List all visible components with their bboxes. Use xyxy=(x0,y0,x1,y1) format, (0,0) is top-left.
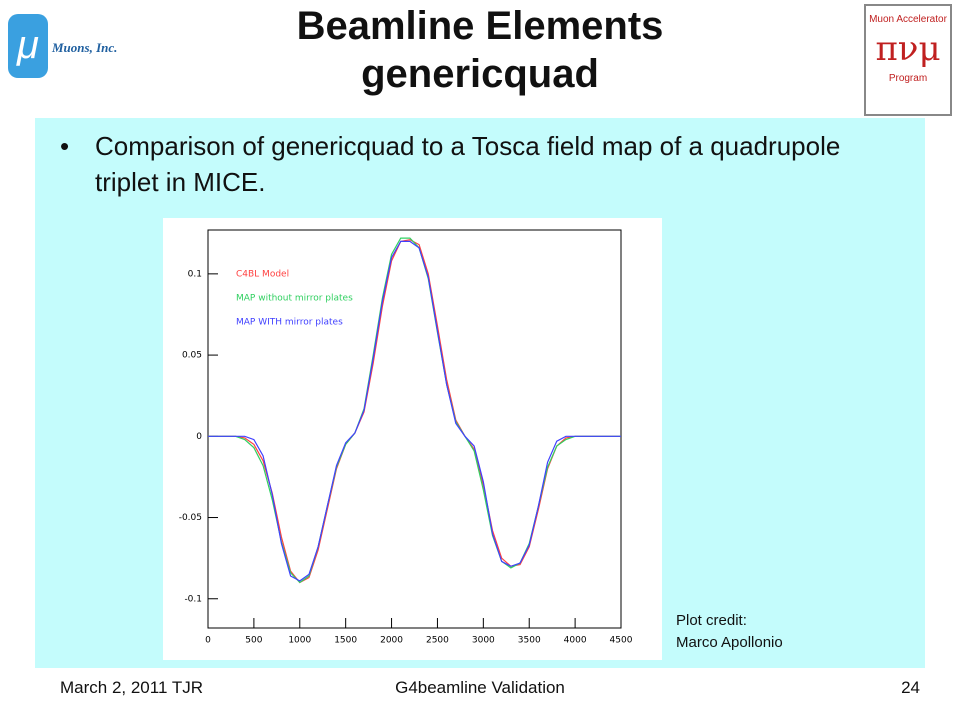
legend-entry: C4BL Model xyxy=(236,270,289,280)
series-line xyxy=(208,240,621,582)
x-tick-label: 1500 xyxy=(334,636,357,646)
x-tick-label: 1000 xyxy=(288,636,311,646)
x-tick-label: 3500 xyxy=(518,636,541,646)
x-tick-label: 500 xyxy=(245,636,262,646)
title-line: genericquad xyxy=(361,52,599,96)
credit: Plot credit: Marco Apollonio xyxy=(676,610,783,654)
x-tick-label: 4000 xyxy=(564,636,587,646)
title: Beamline Elements genericquad xyxy=(200,2,760,98)
bullet: • Comparison of genericquad to a Tosca f… xyxy=(60,128,880,200)
logo-symbol: μ xyxy=(17,23,39,67)
credit-line: Plot credit: xyxy=(676,612,747,629)
x-tick-label: 0 xyxy=(205,636,211,646)
bullet-dot: • xyxy=(60,131,70,161)
x-tick-label: 2000 xyxy=(380,636,403,646)
y-tick-label: -0.1 xyxy=(184,594,202,604)
x-tick-label: 4500 xyxy=(610,636,633,646)
credit-line: Marco Apollonio xyxy=(676,634,783,651)
plot-frame xyxy=(207,229,622,629)
footer-center: G4beamline Validation xyxy=(395,678,565,697)
y-tick-label: 0.05 xyxy=(182,351,202,361)
legend-entry: MAP without mirror plates xyxy=(236,294,353,304)
logo-text: Program xyxy=(888,73,928,84)
series-line xyxy=(208,239,621,584)
y-tick-label: -0.05 xyxy=(179,513,202,523)
x-tick-label: 2500 xyxy=(426,636,449,646)
map-logo: Muon Accelerator πνμ Program xyxy=(864,4,952,116)
bullet-text: Comparison of genericquad to a Tosca fie… xyxy=(95,131,841,197)
chart: -0.1 -0.05 0 0.05 0.1 0 500 1000 1500 2000 2500 300… xyxy=(163,218,662,660)
logo-symbols: πνμ xyxy=(875,29,941,69)
logo-badge: μ xyxy=(8,14,48,78)
logo-text: Muons, Inc. xyxy=(52,40,118,55)
x-tick-label: 3000 xyxy=(472,636,495,646)
footer-right: 24 xyxy=(901,678,920,697)
y-tick-label: 0 xyxy=(196,432,202,442)
title-line: Beamline Elements xyxy=(296,4,664,48)
series-line xyxy=(208,237,621,584)
footer-left: March 2, 2011 TJR xyxy=(60,678,203,697)
logo-text: Muon Accelerator xyxy=(869,14,947,25)
legend-entry: MAP WITH mirror plates xyxy=(236,318,343,328)
y-tick-label: 0.1 xyxy=(188,269,202,279)
